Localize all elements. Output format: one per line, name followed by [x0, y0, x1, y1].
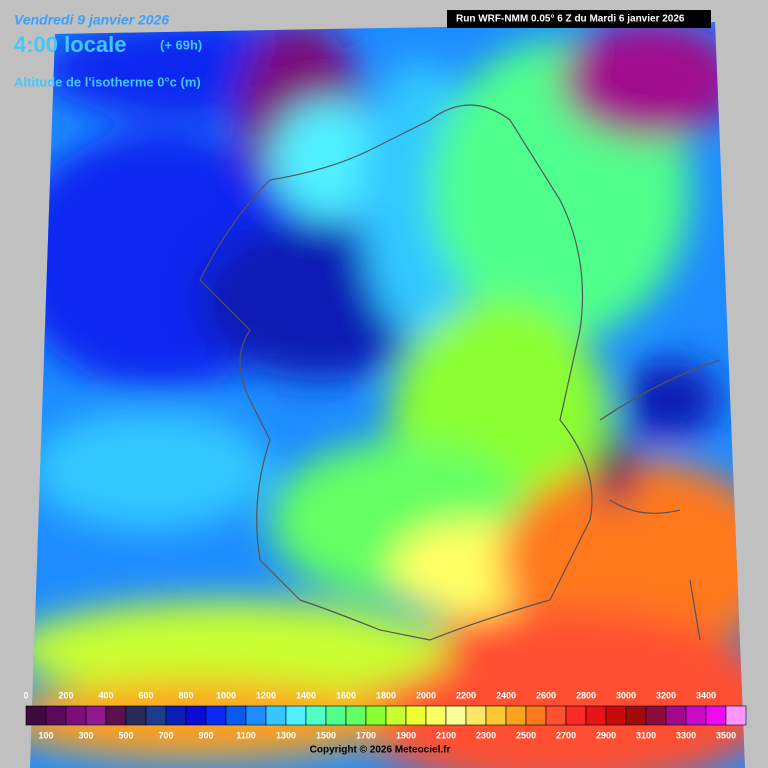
legend-swatch — [45, 705, 67, 726]
legend-swatch — [85, 705, 107, 726]
legend-swatch — [345, 705, 367, 726]
legend-swatch — [165, 705, 187, 726]
legend-swatch — [565, 705, 587, 726]
legend-swatch — [305, 705, 327, 726]
legend-swatch — [665, 705, 687, 726]
legend-swatch — [265, 705, 287, 726]
legend-bottom-label: 2100 — [436, 730, 456, 740]
legend-top-label: 2600 — [536, 690, 556, 700]
legend-swatch — [625, 705, 647, 726]
run-label: Run WRF-NMM 0.05° 6 Z du Mardi 6 janvier… — [456, 14, 685, 25]
legend-bottom-label: 3300 — [676, 730, 696, 740]
legend-swatch — [285, 705, 307, 726]
legend-top-label: 2200 — [456, 690, 476, 700]
legend-swatch — [405, 705, 427, 726]
legend-top-label: 1400 — [296, 690, 316, 700]
legend-top-label: 1600 — [336, 690, 356, 700]
legend-bottom-label: 700 — [158, 730, 173, 740]
legend-bottom-label: 3500 — [716, 730, 736, 740]
legend-swatch — [145, 705, 167, 726]
legend-bottom-label: 2900 — [596, 730, 616, 740]
legend-swatch — [205, 705, 227, 726]
legend-top-label: 2000 — [416, 690, 436, 700]
legend-swatch — [585, 705, 607, 726]
legend-swatch — [465, 705, 487, 726]
legend-top-label: 2800 — [576, 690, 596, 700]
legend-bottom-label: 500 — [118, 730, 133, 740]
borders — [199, 104, 721, 641]
run-banner — [447, 10, 711, 28]
legend-swatch — [125, 705, 147, 726]
legend-swatch — [485, 705, 507, 726]
legend-bottom-label: 900 — [198, 730, 213, 740]
legend-bottom-label: 1300 — [276, 730, 296, 740]
legend-swatch — [245, 705, 267, 726]
legend-swatch — [505, 705, 527, 726]
legend-swatch — [385, 705, 407, 726]
field-label: Altitude de l'isotherme 0°c (m) — [14, 74, 201, 89]
legend-swatch — [225, 705, 247, 726]
legend-swatch — [445, 705, 467, 726]
legend-top-label: 3000 — [616, 690, 636, 700]
copyright: Copyright © 2026 Meteociel.fr — [310, 745, 451, 756]
legend-top-label: 800 — [178, 690, 193, 700]
legend-bottom-label: 3100 — [636, 730, 656, 740]
legend-swatch — [25, 705, 47, 726]
legend-top-label: 400 — [98, 690, 113, 700]
legend-bottom-label: 1500 — [316, 730, 336, 740]
legend-bottom-label: 300 — [78, 730, 93, 740]
legend-swatch — [65, 705, 87, 726]
legend-top-label: 3200 — [656, 690, 676, 700]
legend-swatch — [545, 705, 567, 726]
lead-label: (+ 69h) — [160, 37, 202, 52]
legend-swatch — [725, 705, 747, 726]
legend-bottom-label: 1100 — [236, 730, 256, 740]
legend-top-label: 3400 — [696, 690, 716, 700]
legend-bottom-label: 100 — [38, 730, 53, 740]
legend-swatch — [605, 705, 627, 726]
legend-swatch — [365, 705, 387, 726]
legend-bottom-label: 1900 — [396, 730, 416, 740]
legend-top-label: 600 — [138, 690, 153, 700]
legend-top-label: 0 — [23, 690, 28, 700]
legend-swatch — [105, 705, 127, 726]
legend-top-label: 1200 — [256, 690, 276, 700]
legend-top-label: 1800 — [376, 690, 396, 700]
legend-swatch — [705, 705, 727, 726]
legend-swatch — [685, 705, 707, 726]
date-label: Vendredi 9 janvier 2026 — [14, 12, 169, 28]
legend-bottom-label: 2300 — [476, 730, 496, 740]
legend-bottom-label: 1700 — [356, 730, 376, 740]
legend-swatch — [425, 705, 447, 726]
time-label: 4:00 locale — [14, 32, 127, 57]
legend-swatch — [325, 705, 347, 726]
legend-bottom-label: 2500 — [516, 730, 536, 740]
legend-top-label: 200 — [58, 690, 73, 700]
legend-top-label: 1000 — [216, 690, 236, 700]
legend-swatch — [645, 705, 667, 726]
legend-swatch — [185, 705, 207, 726]
legend-swatch — [525, 705, 547, 726]
legend-bottom-label: 2700 — [556, 730, 576, 740]
legend-top-label: 2400 — [496, 690, 516, 700]
